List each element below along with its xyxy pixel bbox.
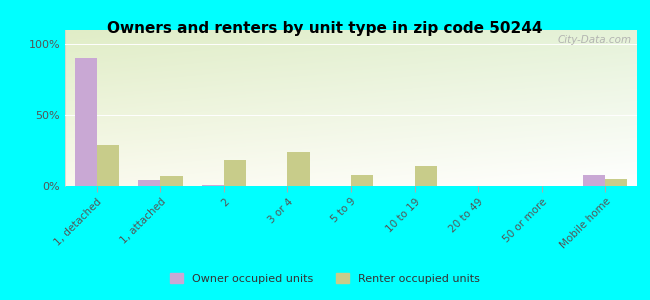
- Bar: [97, 145, 119, 186]
- Bar: [138, 180, 161, 186]
- Bar: [287, 152, 309, 186]
- Bar: [75, 58, 97, 186]
- Legend: Owner occupied units, Renter occupied units: Owner occupied units, Renter occupied un…: [166, 269, 484, 288]
- Bar: [415, 166, 437, 186]
- Text: City-Data.com: City-Data.com: [557, 35, 631, 45]
- Bar: [202, 184, 224, 186]
- Bar: [224, 160, 246, 186]
- Bar: [161, 176, 183, 186]
- Text: Owners and renters by unit type in zip code 50244: Owners and renters by unit type in zip c…: [107, 21, 543, 36]
- Bar: [605, 179, 627, 186]
- Bar: [583, 175, 605, 186]
- Bar: [351, 175, 373, 186]
